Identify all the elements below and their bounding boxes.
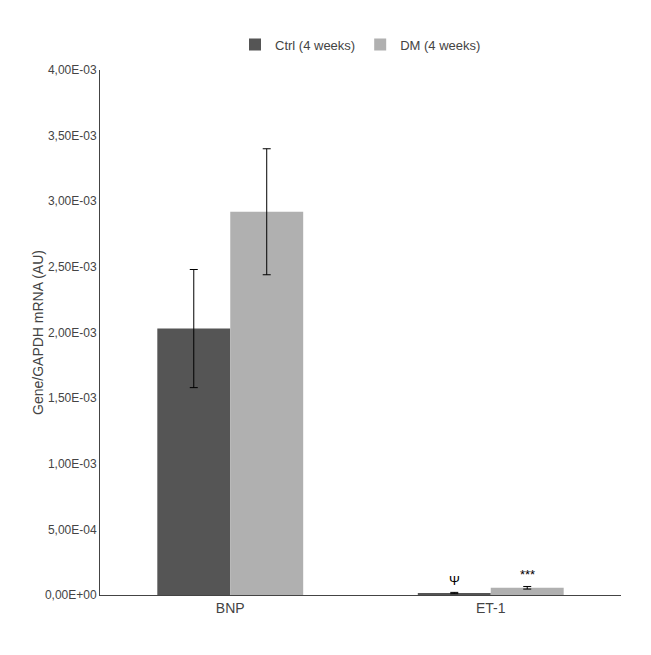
svg-text:Ctrl (4 weeks): Ctrl (4 weeks): [275, 38, 355, 53]
svg-text:3,50E-03: 3,50E-03: [48, 129, 97, 143]
svg-text:5,00E-04: 5,00E-04: [48, 523, 97, 537]
svg-text:1,00E-03: 1,00E-03: [48, 457, 97, 471]
svg-text:***: ***: [520, 567, 535, 582]
svg-text:Gene/GAPDH mRNA (AU): Gene/GAPDH mRNA (AU): [30, 250, 46, 415]
svg-text:ET-1: ET-1: [476, 600, 506, 616]
svg-text:1,50E-03: 1,50E-03: [48, 391, 97, 405]
svg-text:0,00E+00: 0,00E+00: [45, 588, 97, 602]
svg-text:2,00E-03: 2,00E-03: [48, 326, 97, 340]
svg-text:4,00E-03: 4,00E-03: [48, 63, 97, 77]
svg-text:2,50E-03: 2,50E-03: [48, 260, 97, 274]
svg-text:DM (4 weeks): DM (4 weeks): [400, 38, 480, 53]
svg-text:3,00E-03: 3,00E-03: [48, 194, 97, 208]
svg-text:BNP: BNP: [216, 600, 245, 616]
svg-text:Ψ: Ψ: [449, 573, 460, 588]
